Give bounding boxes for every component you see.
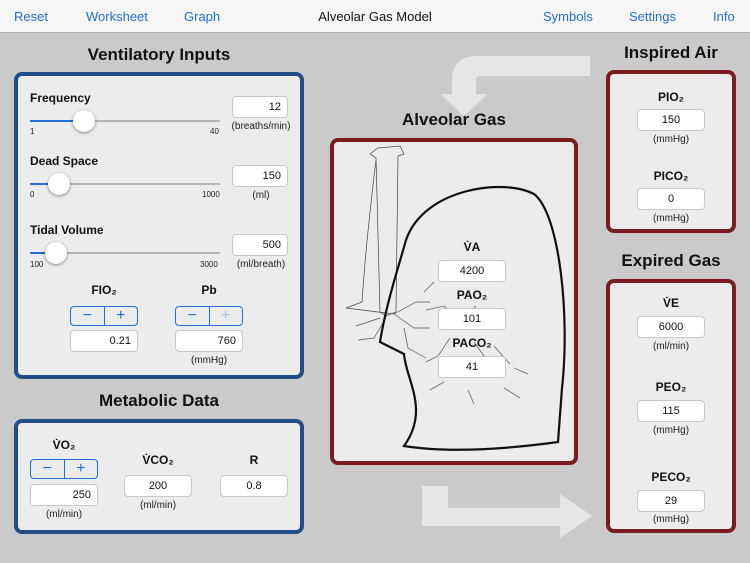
worksheet-button[interactable]: Worksheet bbox=[86, 9, 148, 24]
fio2-increment-button[interactable]: + bbox=[103, 307, 138, 325]
ve-unit: (ml/min) bbox=[652, 341, 690, 352]
alveolar-gas-title: Alveolar Gas bbox=[402, 110, 506, 129]
info-button[interactable]: Info bbox=[713, 9, 735, 24]
vo2-value-field[interactable]: 250 bbox=[30, 484, 98, 506]
frequency-slider-fill bbox=[30, 120, 84, 122]
fio2-label: FIO₂ bbox=[91, 283, 117, 297]
va-value-field: 4200 bbox=[438, 260, 506, 282]
vo2-unit: (ml/min) bbox=[45, 509, 83, 520]
top-nav-bar: Reset Worksheet Graph Alveolar Gas Model… bbox=[0, 0, 750, 33]
tidal-volume-max-label: 3000 bbox=[200, 260, 218, 269]
dead-space-max-label: 1000 bbox=[202, 190, 220, 199]
frequency-min-label: 1 bbox=[30, 127, 35, 136]
peo2-value-field: 115 bbox=[637, 400, 705, 422]
paco2-label: PACO₂ bbox=[452, 336, 492, 350]
vco2-value-field: 200 bbox=[124, 475, 192, 497]
tidal-volume-label: Tidal Volume bbox=[30, 223, 104, 237]
frequency-label: Frequency bbox=[30, 91, 91, 105]
vco2-unit: (ml/min) bbox=[139, 500, 177, 511]
va-label: V̇A bbox=[463, 240, 481, 254]
ve-value-field: 6000 bbox=[637, 316, 705, 338]
paco2-value-field: 41 bbox=[438, 356, 506, 378]
vo2-increment-button[interactable]: + bbox=[63, 460, 98, 478]
pb-value-field[interactable]: 760 bbox=[175, 330, 243, 352]
metabolic-data-panel: V̇O₂ − + 250 (ml/min) V̇CO₂ 200 (ml/min)… bbox=[14, 419, 304, 534]
pb-increment-button[interactable]: + bbox=[208, 307, 243, 325]
frequency-slider[interactable] bbox=[30, 110, 220, 132]
dead-space-label: Dead Space bbox=[30, 154, 99, 168]
inspired-air-title: Inspired Air bbox=[624, 43, 718, 62]
peo2-label: PEO₂ bbox=[655, 380, 687, 394]
pao2-label: PAO₂ bbox=[456, 288, 488, 302]
tidal-volume-slider-thumb[interactable] bbox=[45, 242, 68, 264]
tidal-volume-slider-fill bbox=[30, 252, 57, 254]
peco2-value-field: 29 bbox=[637, 490, 705, 512]
expired-gas-panel: V̇E 6000 (ml/min) PEO₂ 115 (mmHg) PECO₂ … bbox=[606, 279, 736, 533]
dead-space-slider-thumb[interactable] bbox=[47, 173, 70, 195]
dead-space-min-label: 0 bbox=[30, 190, 35, 199]
vco2-label: V̇CO₂ bbox=[142, 453, 174, 467]
dead-space-value-field[interactable]: 150 bbox=[232, 165, 288, 187]
vo2-decrement-button[interactable]: − bbox=[42, 460, 52, 477]
r-value-field: 0.8 bbox=[220, 475, 288, 497]
vo2-stepper[interactable]: − + bbox=[30, 459, 98, 479]
fio2-stepper[interactable]: − + bbox=[70, 306, 138, 326]
tidal-volume-value-field[interactable]: 500 bbox=[232, 234, 288, 256]
frequency-slider-thumb[interactable] bbox=[72, 110, 95, 132]
frequency-unit: (breaths/min) bbox=[231, 121, 291, 132]
ve-label: V̇E bbox=[662, 296, 679, 310]
expired-gas-title: Expired Gas bbox=[621, 251, 721, 270]
vo2-label: V̇O₂ bbox=[52, 438, 76, 452]
pb-stepper[interactable]: − + bbox=[175, 306, 243, 326]
pio2-unit: (mmHg) bbox=[652, 134, 690, 145]
metabolic-data-title: Metabolic Data bbox=[99, 391, 219, 410]
pico2-unit: (mmHg) bbox=[652, 213, 690, 224]
r-label: R bbox=[249, 453, 259, 467]
pao2-value-field: 101 bbox=[438, 308, 506, 330]
fio2-decrement-button[interactable]: − bbox=[82, 307, 92, 324]
tidal-volume-slider[interactable] bbox=[30, 242, 220, 264]
peo2-unit: (mmHg) bbox=[652, 425, 690, 436]
dead-space-unit: (ml) bbox=[252, 190, 270, 201]
pb-decrement-button[interactable]: − bbox=[187, 307, 197, 324]
pb-unit: (mmHg) bbox=[190, 355, 228, 366]
frequency-value-field[interactable]: 12 bbox=[232, 96, 288, 118]
peco2-label: PECO₂ bbox=[651, 470, 691, 484]
lung-illustration-icon bbox=[345, 145, 566, 451]
pio2-value-field: 150 bbox=[637, 109, 705, 131]
alveolar-gas-panel: V̇A 4200 PAO₂ 101 PACO₂ 41 bbox=[330, 138, 578, 465]
pico2-label: PICO₂ bbox=[653, 169, 689, 183]
ventilatory-inputs-title: Ventilatory Inputs bbox=[87, 45, 231, 64]
expired-flow-arrow-icon bbox=[422, 486, 592, 538]
inspired-flow-arrow-icon bbox=[440, 56, 590, 116]
pio2-label: PIO₂ bbox=[657, 90, 684, 104]
symbols-button[interactable]: Symbols bbox=[543, 9, 593, 24]
fio2-value-field[interactable]: 0.21 bbox=[70, 330, 138, 352]
inspired-air-panel: PIO₂ 150 (mmHg) PICO₂ 0 (mmHg) bbox=[606, 70, 736, 233]
pb-label: Pb bbox=[201, 283, 217, 297]
reset-button[interactable]: Reset bbox=[14, 9, 48, 24]
pico2-value-field: 0 bbox=[637, 188, 705, 210]
settings-button[interactable]: Settings bbox=[629, 9, 676, 24]
peco2-unit: (mmHg) bbox=[652, 514, 690, 525]
tidal-volume-unit: (ml/breath) bbox=[236, 259, 286, 270]
dead-space-slider-fill bbox=[30, 183, 59, 185]
tidal-volume-min-label: 100 bbox=[30, 260, 44, 269]
graph-button[interactable]: Graph bbox=[184, 9, 221, 24]
frequency-max-label: 40 bbox=[210, 127, 219, 136]
dead-space-slider[interactable] bbox=[30, 173, 220, 195]
ventilatory-inputs-panel: Frequency 1 40 12 (breaths/min) Dead Spa… bbox=[14, 72, 304, 379]
